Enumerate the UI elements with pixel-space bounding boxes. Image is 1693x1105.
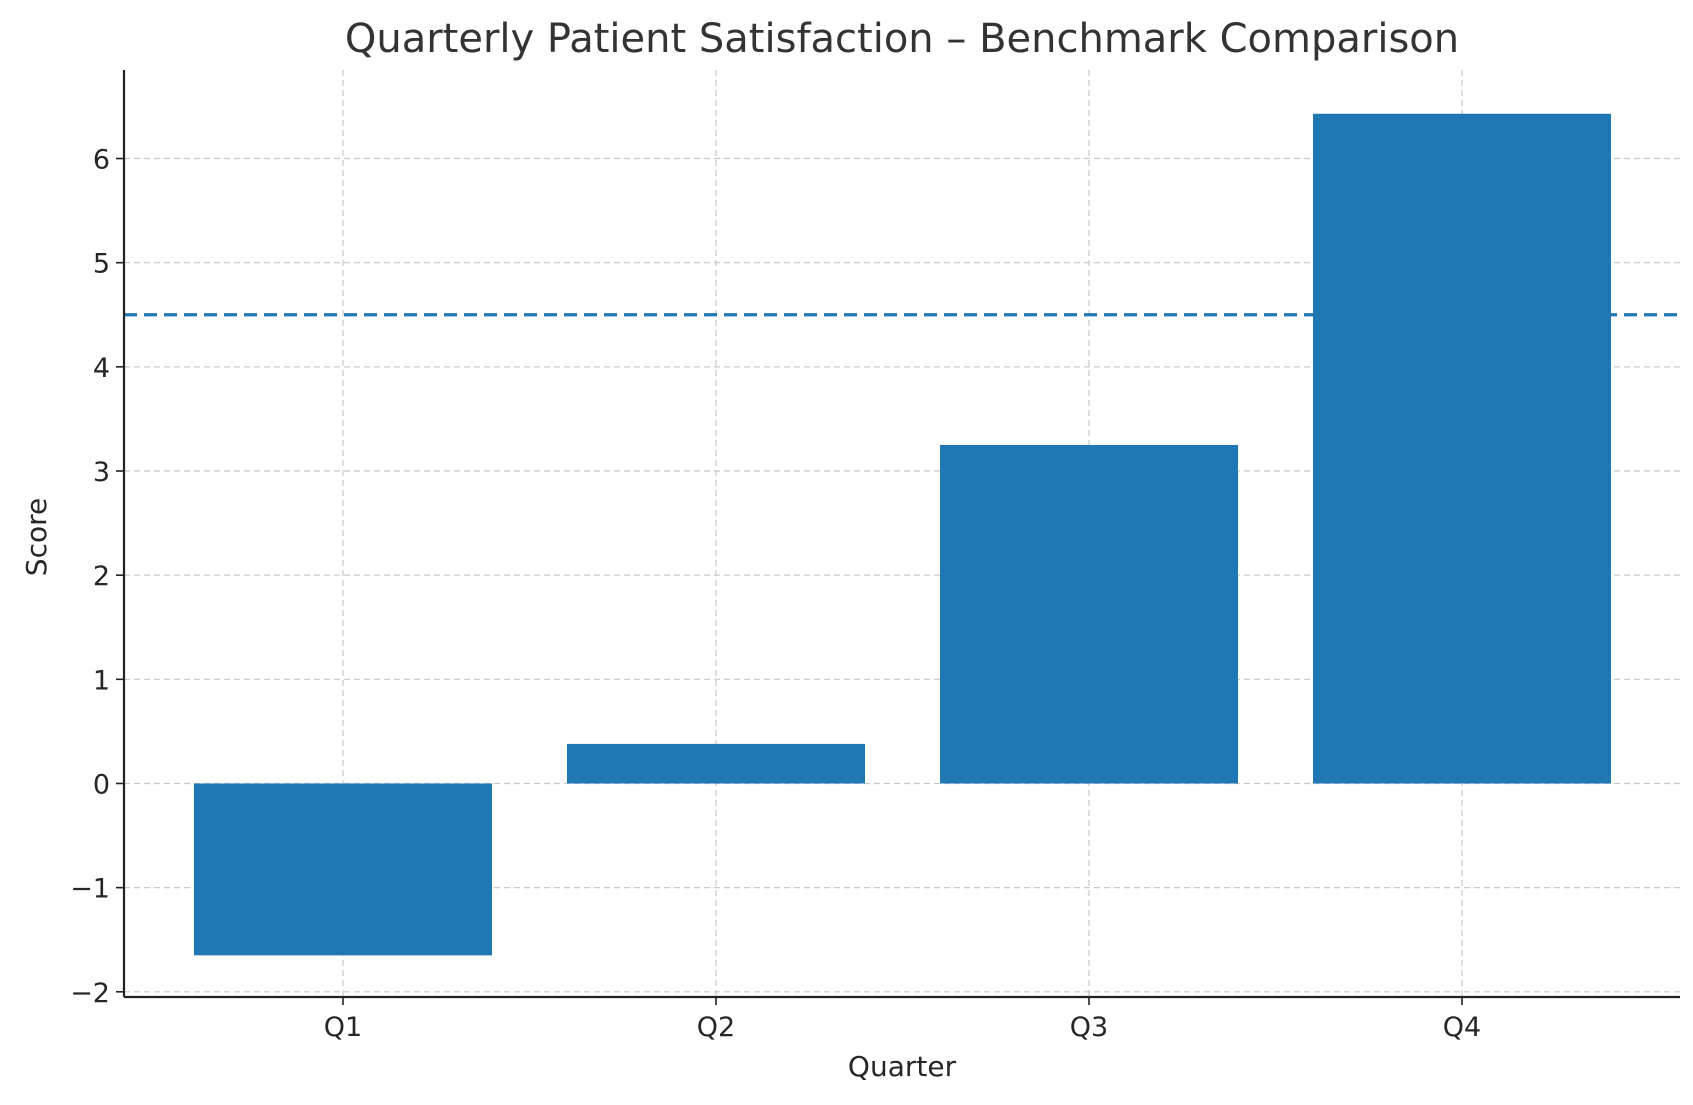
y-tick-label: 4: [93, 353, 110, 384]
bar-q1: [194, 783, 492, 956]
x-tick-label: Q2: [697, 1012, 735, 1043]
x-tick-label: Q3: [1070, 1012, 1108, 1043]
y-tick-label: 3: [93, 457, 110, 488]
y-tick-label: −1: [70, 874, 110, 905]
bar-q3: [940, 444, 1238, 784]
y-tick-label: −2: [70, 978, 110, 1009]
bar-q4: [1313, 113, 1611, 784]
axes: −2 −1 0 1 2 3 4 5 6 Q1 Q2 Q3 Q4: [70, 70, 1680, 1043]
x-axis-label: Quarter: [848, 1050, 957, 1083]
bars: [194, 113, 1611, 956]
y-axis-label: Score: [20, 498, 53, 576]
y-tick-label: 2: [93, 561, 110, 592]
x-tick-label: Q4: [1443, 1012, 1481, 1043]
y-tick-label: 0: [93, 769, 110, 800]
bar-q2: [567, 743, 865, 784]
x-tick-label: Q1: [324, 1012, 362, 1043]
y-tick-label: 5: [93, 249, 110, 280]
y-tick-label: 6: [93, 145, 110, 176]
y-tick-label: 1: [93, 665, 110, 696]
chart-title: Quarterly Patient Satisfaction – Benchma…: [345, 16, 1459, 62]
